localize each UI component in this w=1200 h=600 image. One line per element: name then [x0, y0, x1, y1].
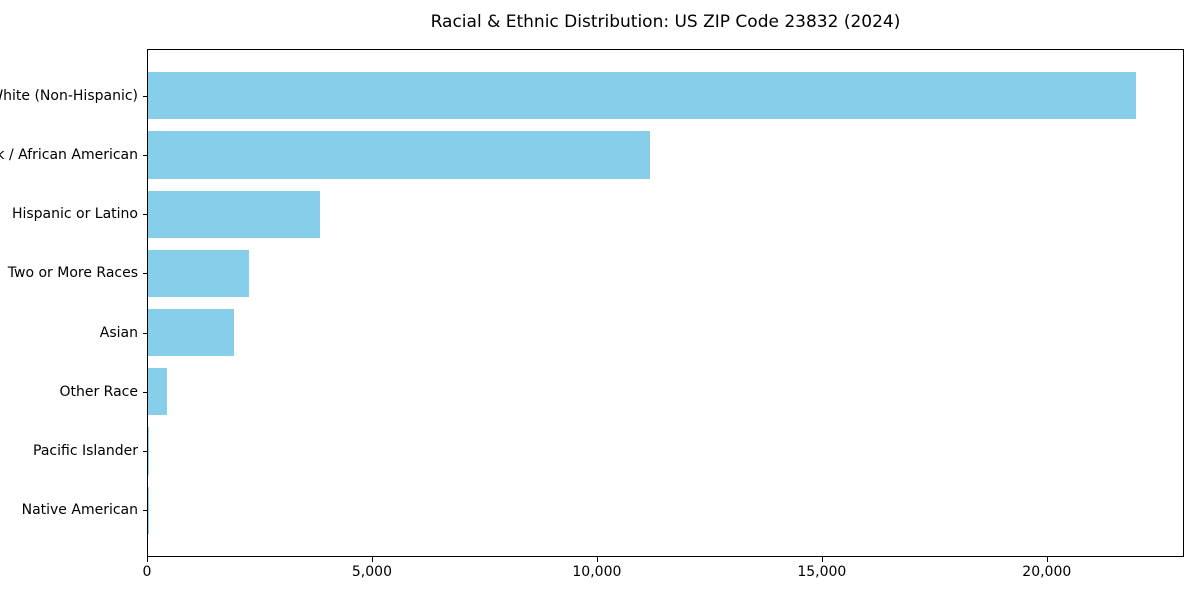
- y-axis-label: Two or More Races: [7, 265, 138, 282]
- y-tick-mark: [143, 273, 147, 275]
- y-tick-mark: [143, 510, 147, 512]
- y-tick-mark: [143, 332, 147, 334]
- y-axis-label: Black / African American: [0, 146, 138, 163]
- x-tick-mark: [1046, 557, 1048, 562]
- bar: [148, 131, 651, 179]
- y-axis-label: Pacific Islander: [33, 443, 138, 460]
- x-tick-mark: [371, 557, 373, 562]
- x-tick-label: 10,000: [572, 564, 622, 580]
- bar: [148, 190, 321, 238]
- bar: [148, 72, 1137, 120]
- x-tick-label: 5,000: [351, 564, 392, 580]
- y-tick-mark: [143, 391, 147, 393]
- bar: [148, 486, 149, 534]
- y-tick-mark: [143, 451, 147, 453]
- bar: [148, 368, 167, 416]
- plot-area: [147, 49, 1184, 557]
- x-tick-label: 20,000: [1022, 564, 1072, 580]
- x-tick-mark: [147, 557, 148, 562]
- bar: [148, 427, 150, 475]
- x-tick-mark: [821, 557, 823, 562]
- bar: [148, 249, 249, 298]
- y-tick-mark: [143, 154, 147, 156]
- x-tick-label: 15,000: [797, 564, 847, 580]
- y-axis-label: Asian: [99, 324, 138, 341]
- bar: [148, 308, 235, 357]
- y-axis-label: Other Race: [59, 383, 138, 400]
- x-tick-mark: [596, 557, 598, 562]
- y-tick-mark: [143, 95, 147, 97]
- y-axis-label: Native American: [21, 502, 138, 519]
- y-tick-mark: [143, 214, 147, 216]
- y-axis-label: Hispanic or Latino: [11, 206, 138, 223]
- x-tick-label: 0: [142, 564, 152, 580]
- y-axis-label: White (Non-Hispanic): [0, 87, 138, 104]
- chart-title: Racial & Ethnic Distribution: US ZIP Cod…: [430, 12, 901, 32]
